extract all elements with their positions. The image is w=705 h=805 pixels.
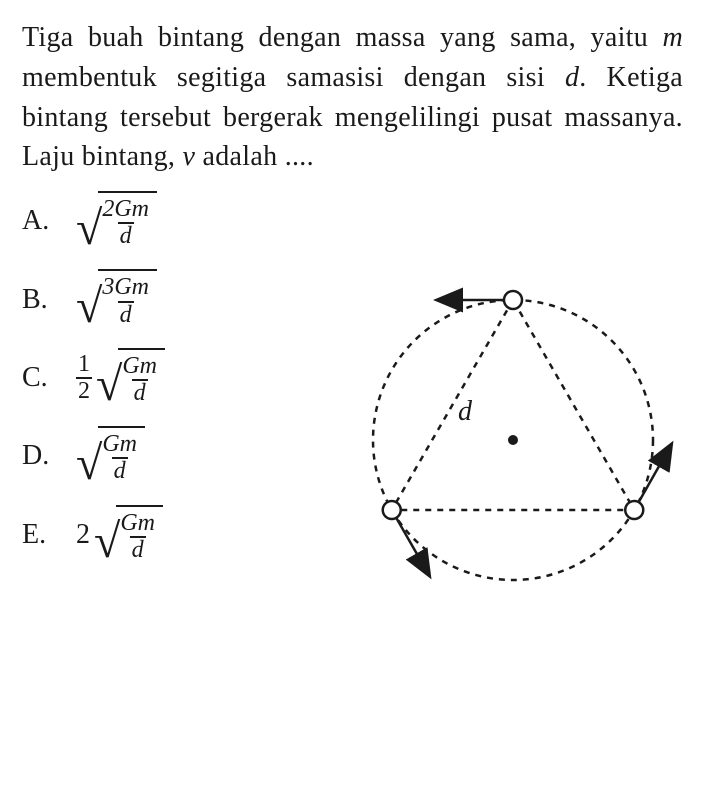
choice-letter: E. [22, 519, 58, 551]
radicand: Gm d [116, 505, 163, 565]
choice-d: D. √ Gm d [22, 426, 322, 486]
choice-letter: D. [22, 440, 58, 472]
numerator: Gm [120, 354, 159, 379]
sqrt-icon: √ 3Gm d [76, 269, 157, 329]
star-node-top [504, 291, 522, 309]
denominator: d [132, 379, 148, 406]
star-node-left [383, 501, 401, 519]
denominator: d [118, 301, 134, 328]
star-node-right [625, 501, 643, 519]
radical-icon: √ [76, 287, 102, 328]
choice-letter: A. [22, 205, 58, 237]
radical-icon: √ [76, 209, 102, 250]
numerator: Gm [118, 511, 157, 536]
side-label-d: d [458, 396, 473, 427]
radicand: 3Gm d [98, 269, 157, 329]
choice-e: E. 2 √ Gm d [22, 505, 322, 565]
fraction: 2Gm d [100, 197, 151, 249]
coef-num: 1 [76, 352, 92, 377]
q-var-d: d [565, 62, 579, 93]
choice-math: √ Gm d [76, 426, 145, 486]
radical-icon: √ [96, 365, 122, 406]
coef-fraction: 1 2 [76, 352, 94, 404]
numerator: 3Gm [100, 275, 151, 300]
denominator: d [118, 222, 134, 249]
triangle-icon [392, 300, 635, 510]
q-var-v: v [183, 141, 196, 172]
radicand: Gm d [98, 426, 145, 486]
choice-a: A. √ 2Gm d [22, 191, 322, 251]
sqrt-icon: √ 2Gm d [76, 191, 157, 251]
fraction: Gm d [118, 511, 157, 563]
choice-math: 1 2 √ Gm d [76, 348, 165, 408]
orbit-diagram: d [343, 270, 683, 610]
choice-c: C. 1 2 √ Gm d [22, 348, 322, 408]
fraction: Gm d [100, 432, 139, 484]
denominator: d [112, 457, 128, 484]
choice-letter: B. [22, 284, 58, 316]
sqrt-icon: √ Gm d [96, 348, 165, 408]
choice-b: B. √ 3Gm d [22, 269, 322, 329]
q-var-m: m [662, 22, 683, 53]
denominator: d [130, 536, 146, 563]
coef: 2 [76, 519, 92, 551]
fraction: 3Gm d [100, 275, 151, 327]
choice-letter: C. [22, 362, 58, 394]
radicand: 2Gm d [98, 191, 157, 251]
numerator: Gm [100, 432, 139, 457]
q-part2: membentuk segitiga samasisi dengan sisi [22, 62, 565, 93]
choices-list: A. √ 2Gm d B. √ 3Gm d [22, 191, 322, 565]
velocity-arrow-left [392, 510, 429, 575]
q-part1: Tiga buah bintang dengan massa yang sama… [22, 22, 662, 53]
question-text: Tiga buah bintang dengan massa yang sama… [22, 18, 683, 177]
choice-math: √ 2Gm d [76, 191, 157, 251]
radical-icon: √ [76, 444, 102, 485]
choice-math: 2 √ Gm d [76, 505, 163, 565]
sqrt-icon: √ Gm d [94, 505, 163, 565]
numerator: 2Gm [100, 197, 151, 222]
sqrt-icon: √ Gm d [76, 426, 145, 486]
coef-den: 2 [76, 377, 92, 404]
centroid-dot-icon [508, 435, 518, 445]
radicand: Gm d [118, 348, 165, 408]
q-part4: adalah .... [195, 141, 314, 172]
fraction: Gm d [120, 354, 159, 406]
choice-math: √ 3Gm d [76, 269, 157, 329]
radical-icon: √ [94, 522, 120, 563]
